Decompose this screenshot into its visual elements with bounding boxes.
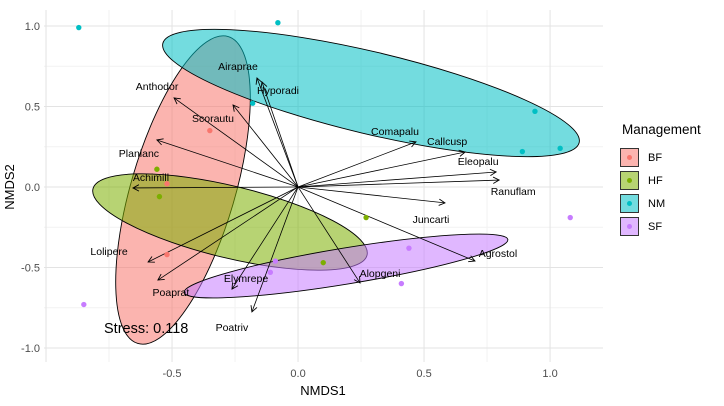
site-point-HF: [320, 259, 326, 266]
species-arrow-alopgeni: [297, 186, 361, 284]
legend-item-sf: SF: [620, 215, 720, 238]
x-tick-label: 0.5: [416, 368, 431, 380]
site-point-SF: [567, 214, 573, 221]
legend-item-label: SF: [648, 220, 663, 233]
species-arrow-scorautu: [232, 104, 299, 188]
site-point-BF: [164, 251, 170, 258]
species-label-poaprat: Poaprat: [153, 287, 190, 299]
site-point-BF: [207, 127, 213, 134]
site-point-NM: [275, 20, 281, 26]
species-arrow-airaprae: [255, 77, 299, 188]
legend: Management BF HF NM SF: [620, 122, 720, 238]
site-point-HF: [363, 214, 369, 221]
species-arrow-ranuflam: [298, 176, 501, 188]
site-point-SF: [406, 245, 412, 251]
species-arrows: [132, 77, 501, 313]
species-arrow-hyporadi: [260, 81, 299, 188]
species-arrow-planlanc: [156, 138, 299, 188]
species-label-ranuflam: Ranuflam: [491, 186, 536, 198]
legend-key-point: [627, 178, 632, 183]
species-arrow-poaprat: [157, 186, 299, 281]
species-label-comapalu: Comapalu: [371, 126, 419, 138]
site-points: [76, 20, 573, 308]
y-tick-label: 1.0: [25, 21, 40, 33]
site-point-SF: [398, 280, 405, 287]
legend-items: BF HF NM SF: [620, 146, 720, 238]
species-label-anthodor: Anthodor: [136, 81, 179, 93]
y-tick-label: -0.5: [21, 262, 40, 274]
site-point-NM: [76, 24, 82, 31]
legend-item-label: HF: [648, 174, 663, 187]
x-axis-tick-labels: -0.5 0.0 0.5 1.0: [163, 368, 558, 380]
site-point-HF: [154, 166, 160, 172]
species-arrow-poatriv: [250, 186, 299, 313]
legend-item-bf: BF: [620, 146, 720, 169]
species-label-airaprae: Airaprae: [218, 61, 258, 73]
species-arrow-elymrepe: [231, 186, 299, 290]
species-label-alopgeni: Alopgeni: [360, 268, 401, 280]
site-point-SF: [81, 301, 87, 308]
ellipse-SF: [183, 233, 509, 299]
species-labels: Airaprae Hyporadi Anthodor Scorautu Planlanc…: [90, 61, 535, 334]
legend-key-swatch: [620, 217, 639, 236]
species-label-hyporadi: Hyporadi: [257, 85, 299, 97]
legend-item-nm: NM: [620, 192, 720, 215]
site-point-NM: [532, 108, 538, 114]
legend-item-label: BF: [648, 151, 663, 164]
site-point-BF: [164, 181, 170, 187]
y-axis-tick-labels: 1.0 0.5 0.0 -0.5 -1.0: [21, 21, 40, 355]
legend-key-point: [627, 201, 632, 206]
species-label-poatriv: Poatriv: [216, 322, 249, 334]
y-tick-label: 0.5: [25, 101, 40, 113]
species-label-eleopalu: Eleopalu: [458, 156, 499, 168]
legend-key-swatch: [620, 148, 639, 167]
species-arrow-achimill: [132, 184, 299, 192]
species-arrow-lolipere: [147, 186, 299, 263]
x-axis-title: NMDS1: [300, 383, 346, 398]
x-tick-label: 0.0: [290, 368, 305, 380]
species-label-achimill: Achimill: [133, 172, 169, 184]
site-point-HF: [156, 193, 163, 200]
species-arrow-juncarti: [298, 186, 446, 206]
species-label-juncarti: Juncarti: [413, 214, 450, 226]
x-tick-label: 1.0: [542, 368, 557, 380]
y-tick-label: -1.0: [21, 343, 40, 355]
site-point-SF: [272, 258, 279, 264]
species-label-planlanc: Planlanc: [119, 148, 159, 160]
species-arrow-agrostol: [297, 186, 476, 263]
legend-item-label: NM: [648, 197, 666, 210]
site-point-NM: [249, 100, 256, 106]
group-ellipses: [92, 28, 580, 345]
species-arrow-comapalu: [297, 140, 417, 188]
species-arrow-anthodor: [173, 97, 299, 188]
site-point-NM: [519, 148, 526, 155]
legend-title: Management: [622, 122, 701, 137]
ellipse-NM: [162, 28, 580, 158]
legend-key-swatch: [620, 171, 639, 190]
legend-key-point: [627, 224, 632, 229]
site-point-SF: [267, 269, 274, 276]
species-label-lolipere: Lolipere: [90, 246, 128, 258]
stress-annotation: Stress: 0.118: [104, 321, 188, 337]
x-tick-label: -0.5: [163, 368, 182, 380]
legend-key-swatch: [620, 194, 639, 213]
species-label-callcusp: Callcusp: [427, 136, 467, 148]
species-arrow-callcusp: [297, 149, 467, 188]
species-label-scorautu: Scorautu: [192, 113, 234, 125]
legend-item-hf: HF: [620, 169, 720, 192]
species-arrow-eleopalu: [298, 168, 498, 188]
legend-key-point: [627, 155, 632, 160]
site-point-NM: [557, 145, 563, 152]
y-axis-title: NMDS2: [2, 164, 17, 210]
y-tick-label: 0.0: [25, 182, 40, 194]
species-label-agrostol: Agrostol: [479, 248, 518, 260]
species-label-elymrepe: Elymrepe: [224, 273, 269, 285]
